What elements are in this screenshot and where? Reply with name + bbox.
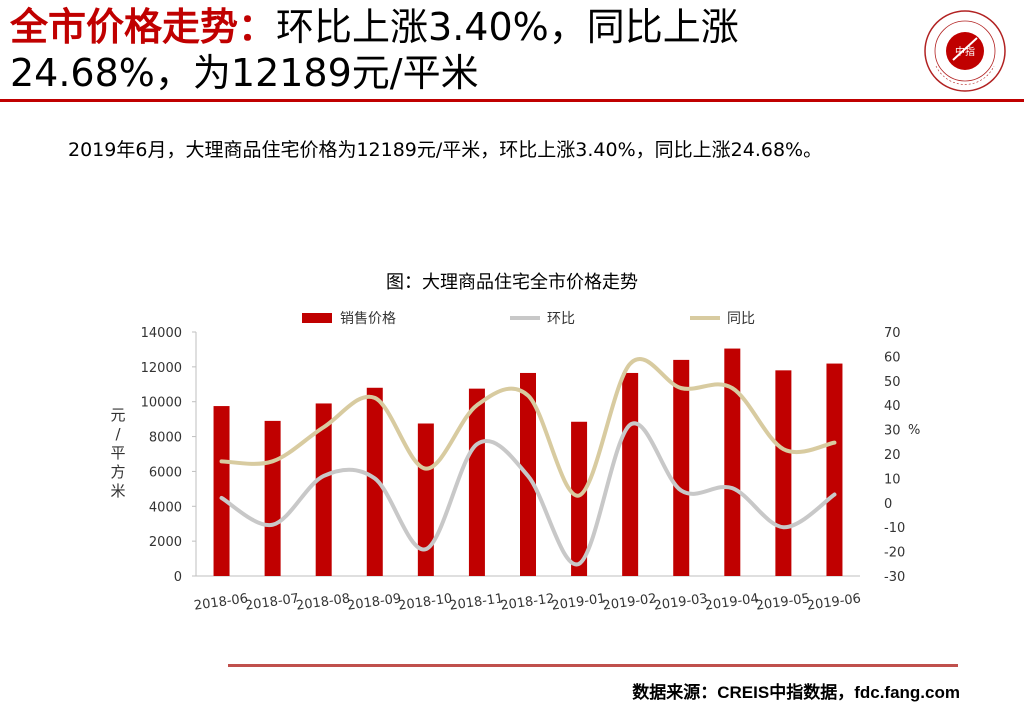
right-tick-label: 50 bbox=[884, 375, 901, 390]
right-tick-label: 70 bbox=[884, 326, 901, 341]
x-tick-label: 2018-07 bbox=[244, 591, 300, 613]
line-mom bbox=[219, 421, 837, 567]
legend-label-yoy: 同比 bbox=[727, 311, 755, 327]
right-tick-label: -20 bbox=[884, 546, 905, 561]
summary-text: 2019年6月，大理商品住宅价格为12189元/平米，环比上涨3.40%，同比上… bbox=[68, 139, 823, 161]
left-axis-label-char: 方 bbox=[110, 463, 125, 481]
right-tick-label: 20 bbox=[884, 448, 901, 463]
bar-sales-price bbox=[468, 388, 485, 576]
bar-sales-price bbox=[673, 359, 690, 576]
right-tick-label: 10 bbox=[884, 472, 901, 487]
left-tick-label: 12000 bbox=[141, 361, 182, 376]
left-axis-label-char: 平 bbox=[110, 444, 125, 462]
x-tick-label: 2018-11 bbox=[448, 591, 504, 613]
x-tick-label: 2019-02 bbox=[602, 591, 658, 613]
x-tick-label: 2018-06 bbox=[193, 591, 249, 613]
x-tick-label: 2019-04 bbox=[704, 591, 760, 613]
footer-divider bbox=[228, 664, 958, 667]
bar-sales-price bbox=[264, 420, 281, 576]
x-tick-label: 2019-06 bbox=[806, 591, 862, 613]
right-tick-label: 0 bbox=[884, 497, 892, 512]
left-axis-label-char: 元 bbox=[110, 406, 125, 424]
left-tick-label: 6000 bbox=[149, 465, 182, 480]
bar-sales-price bbox=[315, 403, 332, 576]
x-tick-label: 2019-03 bbox=[653, 591, 709, 613]
x-tick-label: 2018-12 bbox=[500, 591, 556, 613]
left-axis-label-char: / bbox=[115, 425, 121, 443]
x-tick-label: 2018-08 bbox=[295, 591, 351, 613]
x-tick-label: 2019-05 bbox=[755, 591, 811, 613]
left-tick-label: 4000 bbox=[149, 500, 182, 515]
right-tick-label: -30 bbox=[884, 570, 905, 585]
bar-sales-price bbox=[366, 387, 383, 576]
bar-sales-price bbox=[213, 406, 230, 576]
svg-text:中指: 中指 bbox=[955, 45, 975, 58]
right-tick-label: 30 bbox=[884, 424, 901, 439]
headline-highlight: 全市价格走势： bbox=[10, 5, 277, 49]
line-yoy bbox=[219, 357, 837, 498]
right-tick-label: 40 bbox=[884, 399, 901, 414]
legend-label-sales: 销售价格 bbox=[340, 311, 396, 327]
china-index-academy-logo: 中指 bbox=[924, 10, 1006, 92]
chart-title: 图：大理商品住宅全市价格走势 bbox=[386, 272, 638, 293]
bar-sales-price bbox=[775, 370, 792, 576]
right-tick-label: 60 bbox=[884, 350, 901, 365]
left-tick-label: 8000 bbox=[149, 431, 182, 446]
data-source: 数据来源：CREIS中指数据，fdc.fang.com bbox=[632, 683, 960, 702]
bar-sales-price bbox=[571, 421, 588, 576]
legend-swatch-sales bbox=[302, 313, 332, 323]
headline: 全市价格走势：环比上涨3.40%，同比上涨24.68%，为12189元/平米 bbox=[10, 4, 910, 96]
header-divider bbox=[0, 99, 1024, 102]
bar-sales-price bbox=[826, 363, 843, 576]
bar-sales-price bbox=[622, 372, 639, 576]
x-tick-label: 2019-01 bbox=[551, 591, 607, 613]
x-tick-label: 2018-10 bbox=[397, 591, 453, 613]
bar-sales-price bbox=[417, 423, 434, 576]
left-tick-label: 10000 bbox=[141, 396, 182, 411]
left-tick-label: 0 bbox=[174, 570, 182, 585]
right-axis-label: % bbox=[908, 423, 920, 438]
bar-sales-price bbox=[724, 348, 741, 576]
x-tick-label: 2018-09 bbox=[346, 591, 402, 613]
legend-label-mom: 环比 bbox=[547, 311, 575, 327]
right-tick-label: -10 bbox=[884, 521, 905, 536]
left-tick-label: 2000 bbox=[149, 535, 182, 550]
left-axis-label-char: 米 bbox=[110, 482, 125, 500]
headline-text: 环比上涨3.40%，同比上涨24.68%，为12189元/平米 bbox=[10, 5, 739, 95]
left-tick-label: 14000 bbox=[141, 326, 182, 341]
